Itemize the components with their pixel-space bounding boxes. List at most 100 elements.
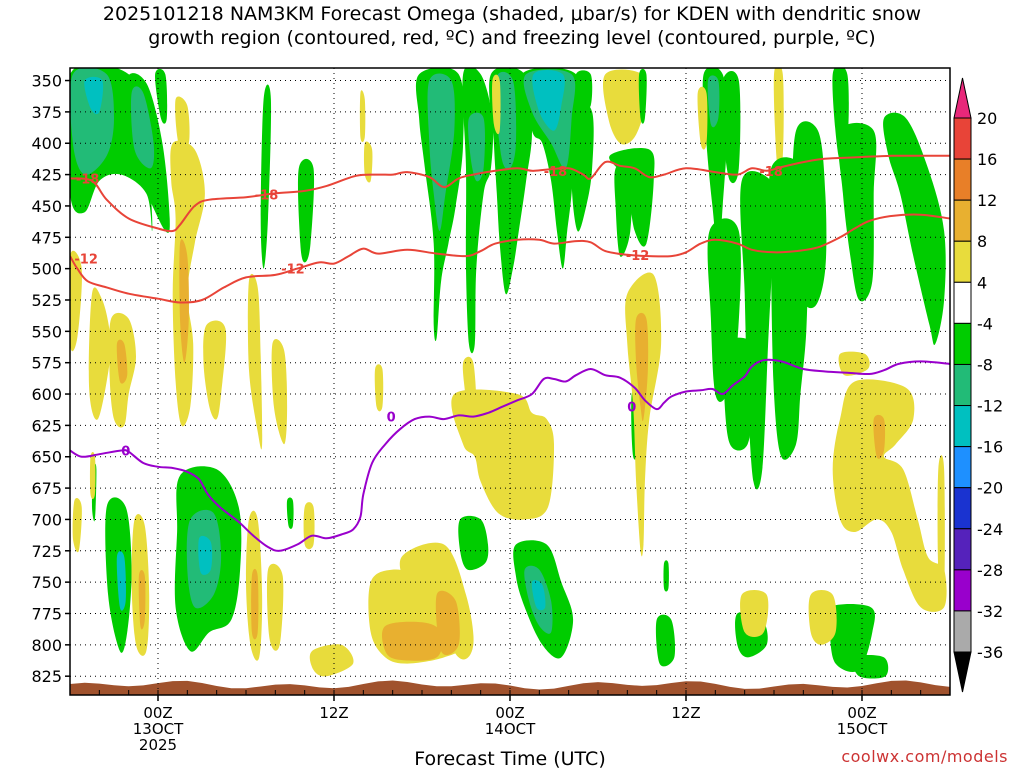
- contour-dgz_neg18: [70, 154, 950, 233]
- ground-area: [70, 680, 950, 695]
- colorbar-bin: [953, 610, 972, 653]
- y-tick-label: 525: [31, 291, 62, 310]
- omega-region-g55: [838, 122, 877, 302]
- colorbar-bottom-arrow: [953, 651, 972, 693]
- omega-region-y6: [203, 320, 227, 420]
- x-tick-label: 2025: [139, 736, 177, 754]
- omega-region-g47: [721, 71, 741, 184]
- omega-region-g2a: [130, 86, 155, 169]
- colorbar-bin: [953, 117, 972, 160]
- ground-surface: [69, 680, 951, 695]
- omega-region-g56: [883, 112, 946, 345]
- colorbar-bin: [953, 363, 972, 407]
- colorbar-bin: [953, 405, 972, 448]
- x-tick-label: 00Z: [495, 704, 524, 722]
- omega-region-y46: [697, 86, 708, 150]
- contour-label-dgz_neg18: -18: [759, 165, 783, 180]
- colorbar-bin: [953, 528, 972, 571]
- colorbar-label: 4: [977, 273, 987, 292]
- y-tick-label: 750: [31, 573, 62, 592]
- x-tick-label: 00Z: [143, 704, 172, 722]
- colorbar-label: -36: [977, 643, 1003, 662]
- grid-lines: [70, 68, 950, 695]
- omega-region-g64: [852, 655, 889, 679]
- omega-region-g43: [655, 614, 676, 667]
- omega-region-t22: [468, 112, 485, 182]
- omega-region-y15: [266, 563, 284, 651]
- y-tick-label: 625: [31, 416, 62, 435]
- omega-region-c13: [198, 535, 213, 575]
- y-tick-label: 400: [31, 134, 62, 153]
- contour-label-dgz_neg18: -18: [76, 172, 100, 187]
- x-tick-label: 13OCT: [133, 720, 184, 738]
- contour-label-dgz_neg12: -12: [281, 263, 305, 278]
- omega-region-y9: [72, 498, 82, 553]
- omega-region-o16: [251, 568, 259, 640]
- omega-region-g44: [663, 560, 669, 592]
- y-tick-label: 550: [31, 322, 62, 341]
- omega-region-y66: [89, 452, 96, 500]
- contour-dgz_neg12: [70, 213, 950, 304]
- omega-region-g28b: [614, 161, 632, 257]
- omega-region-y62: [740, 589, 769, 638]
- credit: coolwx.com/models: [841, 747, 1008, 766]
- y-tick-label: 375: [31, 103, 62, 122]
- title-line-1: 2025101218 NAM3KM Forecast Omega (shaded…: [102, 3, 922, 25]
- contour-label-dgz_neg18: -18: [255, 189, 279, 204]
- colorbar-label: -4: [977, 314, 993, 333]
- omega-region-o1: [179, 239, 189, 363]
- omega-region-o18: [381, 621, 443, 661]
- omega-region-g54: [721, 337, 756, 451]
- omega-region-g42: [458, 515, 489, 571]
- contour-fzl_0: [70, 358, 950, 552]
- omega-region-y3: [70, 250, 82, 352]
- omega-region-g3: [155, 68, 168, 124]
- y-tick-label: 700: [31, 510, 62, 529]
- y-tick-label: 775: [31, 604, 62, 623]
- omega-region-y30: [359, 90, 366, 143]
- omega-region-t21: [427, 73, 455, 231]
- omega-region-c40: [531, 580, 546, 611]
- x-axis-title: Forecast Time (UTC): [414, 748, 605, 768]
- omega-region-y65: [303, 502, 315, 550]
- x-tick-label: 00Z: [847, 704, 876, 722]
- contour-label-fzl_0: 0: [387, 411, 396, 426]
- colorbar-label: -16: [977, 438, 1003, 457]
- omega-region-y27: [603, 69, 647, 145]
- omega-region-g25: [571, 99, 594, 232]
- omega-region-g22: [462, 68, 494, 354]
- contour-label-fzl_0: 0: [121, 444, 130, 459]
- omega-region-o34: [635, 312, 649, 422]
- y-tick-label: 825: [31, 667, 62, 686]
- colorbar: 20 16 12 8 4 -4 -8 -12 -16 -20 -24 -28 -32 -36: [953, 77, 1003, 693]
- omega-region-o58: [873, 414, 886, 459]
- colorbar-bin: [953, 487, 972, 530]
- x-tick-label: 15OCT: [837, 720, 888, 738]
- omega-region-o5: [116, 339, 128, 384]
- colorbar-bin: [953, 281, 972, 324]
- omega-region-g35: [297, 158, 315, 263]
- y-tick-label: 475: [31, 228, 62, 247]
- omega-region-t11: [116, 551, 127, 611]
- y-tick-label: 725: [31, 542, 62, 561]
- colorbar-bin: [953, 240, 972, 283]
- omega-region-y7: [247, 273, 263, 450]
- omega-region-t45: [707, 75, 720, 128]
- y-tick-label: 450: [31, 197, 62, 216]
- contour-label-dgz_neg18: -18: [544, 165, 568, 180]
- y-axis: 350 375 400 425 450 475 500 525 550 575 600 625 650 6…: [31, 72, 70, 686]
- colorbar-label: 16: [977, 150, 997, 169]
- omega-region-y4: [88, 287, 111, 420]
- colorbar-label: -24: [977, 520, 1003, 539]
- colorbar-label: -12: [977, 397, 1003, 416]
- colorbar-label: -28: [977, 561, 1003, 580]
- x-tick-label: 12Z: [319, 704, 348, 722]
- omega-region-y58: [832, 379, 947, 612]
- omega-region-y36: [374, 364, 384, 412]
- colorbar-label: -20: [977, 479, 1003, 498]
- omega-region-y8: [271, 338, 288, 445]
- colorbar-bin: [953, 569, 972, 612]
- contour-label-dgz_neg12: -12: [74, 253, 98, 268]
- omega-region-y32: [492, 74, 501, 135]
